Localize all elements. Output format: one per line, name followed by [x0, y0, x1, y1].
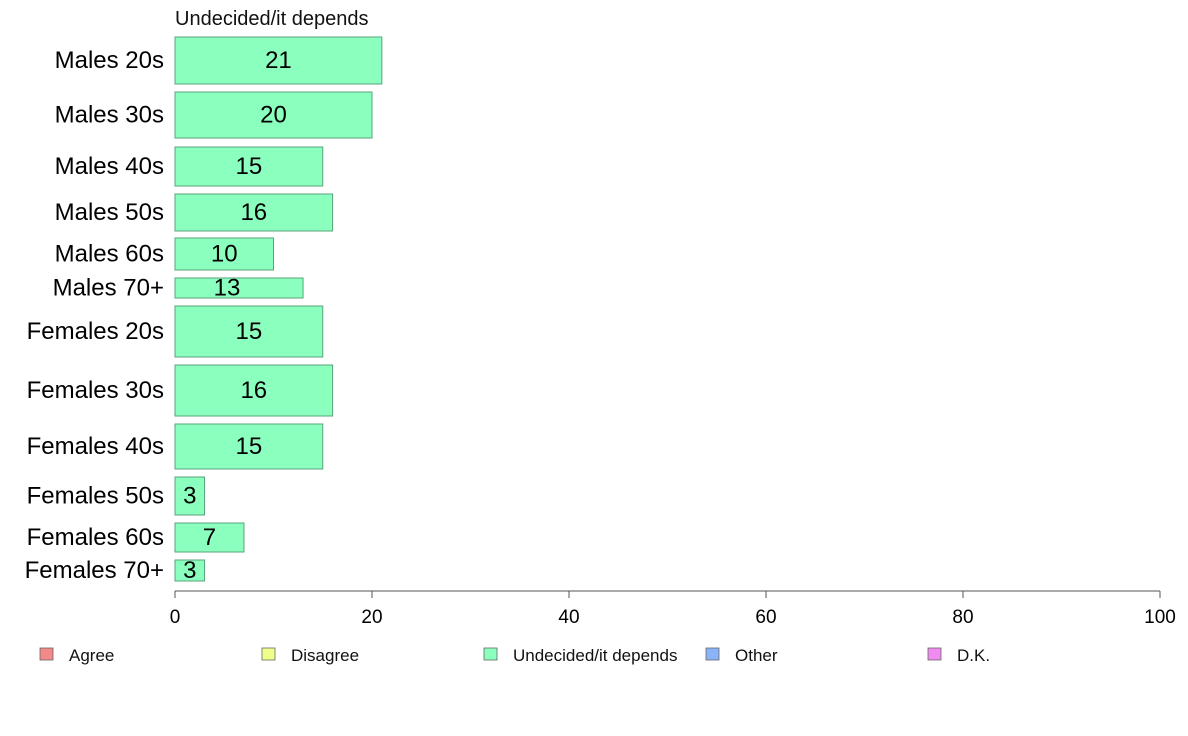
legend-swatch — [705, 647, 720, 661]
category-label: Females 60s — [27, 524, 164, 551]
bar-6 — [174, 305, 324, 358]
data-label: 21 — [265, 47, 292, 74]
legend-swatch — [483, 647, 498, 661]
x-tick-label: 80 — [952, 607, 973, 628]
bar-5 — [174, 277, 304, 299]
bars-group: Males 20s 21 Males 30s 20 Males 40s 15 Males 5… — [25, 36, 383, 584]
bar-3 — [174, 193, 334, 232]
category-label: Males 70+ — [53, 275, 164, 302]
category-label: Females 50s — [27, 483, 164, 510]
bar-8 — [174, 423, 324, 470]
legend-label: D.K. — [957, 646, 990, 665]
bar-2 — [174, 146, 324, 187]
legend-label: Other — [735, 646, 778, 665]
legend-label: Disagree — [291, 646, 359, 665]
data-label: 3 — [183, 557, 196, 584]
legend-label: Undecided/it depends — [513, 646, 677, 665]
legend-label: Agree — [69, 646, 114, 665]
x-tick-label: 20 — [361, 607, 382, 628]
data-label: 15 — [236, 318, 263, 345]
bar-10 — [174, 522, 245, 553]
legend: Agree Disagree Undecided/it depends Other D.… — [39, 646, 990, 665]
legend-swatch — [261, 647, 276, 661]
legend-swatch — [927, 647, 942, 661]
category-label: Females 20s — [27, 318, 164, 345]
data-label: 15 — [236, 433, 263, 460]
x-tick-label: 60 — [755, 607, 776, 628]
category-label: Males 30s — [55, 102, 164, 129]
bar-0 — [174, 36, 383, 85]
legend-swatch — [39, 647, 54, 661]
data-label: 7 — [203, 524, 216, 551]
data-label: 13 — [214, 275, 241, 302]
category-label: Males 20s — [55, 47, 164, 74]
x-tick-label: 0 — [170, 607, 181, 628]
data-label: 10 — [211, 241, 238, 268]
data-label: 20 — [260, 102, 287, 129]
category-label: Females 40s — [27, 433, 164, 460]
data-label: 16 — [240, 377, 267, 404]
x-tick-label: 40 — [558, 607, 579, 628]
data-label: 16 — [240, 199, 267, 226]
bar-7 — [174, 364, 334, 417]
bar-9 — [174, 476, 206, 516]
category-label: Males 60s — [55, 241, 164, 268]
bar-4 — [174, 237, 274, 271]
bar-1 — [174, 91, 373, 139]
category-label: Females 70+ — [25, 557, 164, 584]
category-label: Males 40s — [55, 153, 164, 180]
data-label: 15 — [236, 153, 263, 180]
chart-title: Undecided/it depends — [175, 8, 368, 30]
x-tick-label: 100 — [1144, 607, 1176, 628]
data-label: 3 — [183, 483, 196, 510]
x-axis: 0 20 40 60 80 100 — [170, 590, 1176, 628]
category-label: Males 50s — [55, 199, 164, 226]
bar-11 — [174, 559, 206, 582]
category-label: Females 30s — [27, 377, 164, 404]
